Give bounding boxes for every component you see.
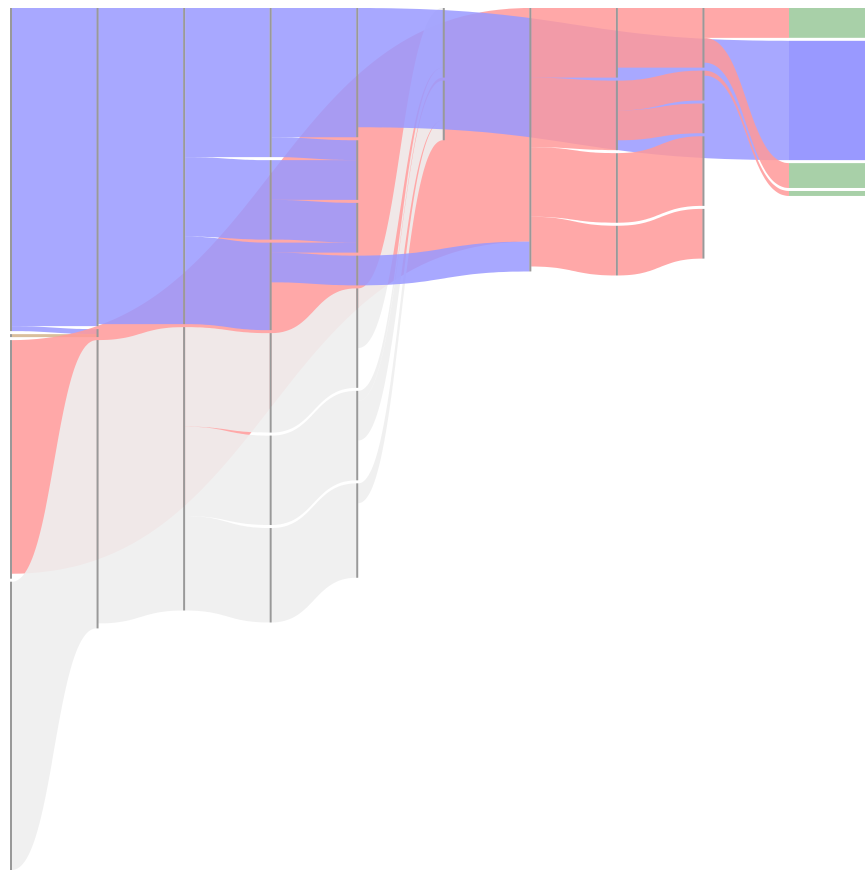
node <box>269 333 272 433</box>
flow-link <box>98 327 184 624</box>
node <box>356 288 359 388</box>
flow-link <box>531 147 616 223</box>
flow-link <box>271 199 357 243</box>
flow-link <box>617 208 703 276</box>
node <box>10 581 12 870</box>
node <box>789 190 865 196</box>
node <box>269 160 272 240</box>
node <box>356 140 359 200</box>
node <box>702 208 705 259</box>
flow-link <box>271 252 357 286</box>
flow-link <box>617 136 703 223</box>
flow-link <box>358 120 443 504</box>
flow-link <box>271 288 357 433</box>
links <box>12 8 789 870</box>
node <box>356 8 359 138</box>
flow-link <box>531 8 616 78</box>
node <box>356 483 359 578</box>
flow-link <box>185 516 270 623</box>
node <box>702 103 705 134</box>
flow-link <box>704 70 789 196</box>
node <box>702 70 705 101</box>
node <box>442 8 445 78</box>
flow-link <box>617 70 703 111</box>
node <box>96 329 99 338</box>
node <box>529 8 532 272</box>
flow-link <box>704 8 789 38</box>
flow-link <box>185 8 270 158</box>
node <box>789 40 865 161</box>
flow-link <box>271 8 357 138</box>
node <box>183 8 186 325</box>
nodes <box>10 8 865 870</box>
flow-link <box>531 77 616 151</box>
flow-link <box>185 157 270 240</box>
flow-link <box>185 327 270 433</box>
node <box>269 528 272 623</box>
flow-link <box>185 236 270 331</box>
flow-link <box>185 426 270 526</box>
flow-link <box>531 216 616 276</box>
node <box>269 435 272 526</box>
node <box>356 255 359 286</box>
node <box>269 8 272 158</box>
node <box>442 80 445 141</box>
node <box>615 8 618 78</box>
node <box>789 163 865 188</box>
flow-link <box>12 340 97 870</box>
node <box>183 327 186 611</box>
flow-link <box>98 8 184 325</box>
flow-link <box>617 103 703 141</box>
flow-link <box>12 326 97 335</box>
node <box>356 390 359 481</box>
flow-link <box>271 483 357 623</box>
flow-link <box>704 37 789 188</box>
node <box>10 8 12 332</box>
node <box>96 340 99 629</box>
flow-link <box>271 137 357 161</box>
node <box>615 80 618 151</box>
node <box>615 225 618 276</box>
flow-link <box>271 390 357 526</box>
node <box>702 8 705 68</box>
node <box>702 136 705 206</box>
flow-link <box>617 8 703 68</box>
flow-link <box>271 160 357 200</box>
flow-link <box>271 242 357 253</box>
node <box>10 334 12 338</box>
flow-link <box>358 241 530 286</box>
node <box>789 8 865 38</box>
node <box>356 202 359 253</box>
flow-link <box>12 8 97 327</box>
node <box>96 8 99 327</box>
node <box>615 153 618 223</box>
node <box>10 340 12 579</box>
flow-link <box>358 67 443 401</box>
node <box>269 242 272 331</box>
